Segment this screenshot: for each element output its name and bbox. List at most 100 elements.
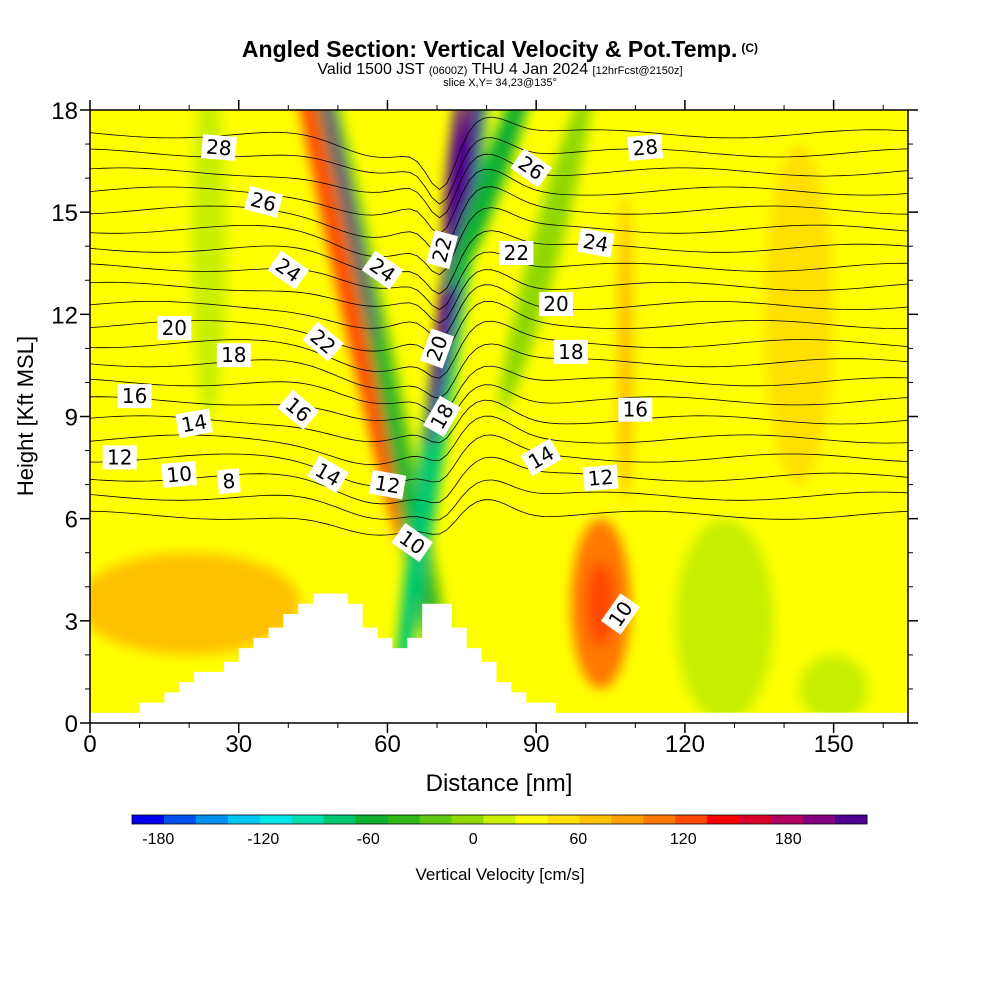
- colorbar-swatch: [132, 815, 165, 824]
- contour-label: 20: [157, 316, 192, 340]
- theta-contour: [90, 399, 908, 444]
- theta-contour: [90, 168, 908, 235]
- contour-label-box: [277, 389, 319, 430]
- contour-label-text: 20: [162, 316, 187, 340]
- colorbar-tick-label: 120: [670, 831, 697, 848]
- slice-info: slice X,Y= 34,23@135°: [443, 77, 557, 89]
- valid-time-line: Valid 1500 JST (0600Z) THU 4 Jan 2024 [1…: [0, 61, 1000, 79]
- contour-label: 12: [102, 445, 137, 470]
- contour-label-box: [368, 469, 407, 500]
- theta-contours: [90, 116, 908, 536]
- contour-label-box: [216, 343, 251, 368]
- terrain-profile: [90, 593, 908, 723]
- contour-label-box: [157, 316, 192, 340]
- contour-label-text: 10: [165, 461, 192, 487]
- contour-label-box: [361, 250, 404, 290]
- contour-label: 22: [499, 241, 534, 265]
- colorbar-swatch: [611, 815, 644, 824]
- contour-label-text: 18: [221, 343, 246, 367]
- x-axis-label: Distance [nm]: [426, 770, 573, 797]
- colorbar-swatch: [387, 815, 421, 824]
- contour-label: 20: [539, 292, 573, 317]
- theta-contour: [90, 415, 908, 466]
- contour-label-box: [267, 250, 310, 290]
- contour-label-box: [175, 408, 213, 439]
- velocity-cell: [764, 144, 834, 485]
- colorbar-swatch: [515, 815, 548, 824]
- theta-contour: [90, 320, 908, 379]
- valid-date-text: THU 4 Jan 2024: [471, 61, 589, 78]
- x-axis: 0 30 60 90 120 150: [83, 100, 884, 758]
- colorbar-tick-label: -180: [142, 831, 174, 848]
- theta-contour: [90, 479, 908, 521]
- theta-contour: [90, 230, 908, 295]
- colorbar-swatch: [643, 815, 676, 824]
- copyright-mark: (C): [741, 41, 759, 55]
- colorbar-swatch: [259, 815, 293, 824]
- forecast-text: [12hrFcst@2150z]: [592, 65, 683, 77]
- contour-label-text: 8: [221, 469, 236, 494]
- velocity-cell: [617, 195, 633, 502]
- contour-label: 22: [426, 230, 458, 270]
- colorbar-swatch: [547, 815, 580, 824]
- velocity-cell: [499, 110, 593, 411]
- velocity-cell: [449, 110, 534, 291]
- x-tick-label: 120: [665, 731, 705, 758]
- theta-contour: [90, 499, 908, 536]
- colorbar-tick-label: -120: [247, 831, 279, 848]
- colorbar-swatch: [227, 815, 261, 824]
- contour-label-text: 24: [581, 229, 610, 257]
- contour-label-box: [200, 134, 237, 161]
- colorbar-swatch: [771, 815, 804, 824]
- contour-label-text: 12: [373, 471, 402, 499]
- colorbar-frame: [131, 814, 868, 825]
- velocity-cell: [90, 552, 301, 655]
- contour-label: 16: [618, 397, 653, 422]
- x-tick-label: 30: [225, 731, 252, 758]
- contour-label-text: 14: [179, 409, 208, 437]
- colorbar-swatch: [483, 815, 516, 824]
- y-axis-label: Height [Kft MSL]: [13, 336, 38, 496]
- contour-label: 8: [216, 468, 241, 495]
- contour-label-text: 28: [631, 134, 658, 160]
- main-title-text: Angled Section: Vertical Velocity & Pot.…: [241, 36, 738, 62]
- theta-contour: [90, 300, 908, 358]
- theta-contour: [90, 186, 908, 254]
- contour-label-box: [307, 455, 349, 494]
- contour-label-text: 18: [558, 340, 583, 364]
- contour-label-box: [539, 292, 573, 317]
- contour-label-box: [553, 339, 588, 364]
- y-tick-label: 9: [65, 405, 78, 432]
- colorbar-swatch: [163, 815, 197, 824]
- contour-label-text: 16: [623, 398, 648, 422]
- colorbar-label: Vertical Velocity [cm/s]: [415, 865, 584, 884]
- contour-label-box: [423, 395, 461, 438]
- contour-label: 18: [216, 343, 251, 368]
- contour-label-box: [618, 397, 653, 422]
- contour-label: 28: [627, 134, 664, 161]
- contour-label-text: 28: [205, 134, 232, 160]
- x-tick-label: 60: [374, 731, 401, 758]
- contour-label-box: [520, 438, 562, 477]
- contour-label-text: 20: [543, 292, 568, 316]
- colorbar-tick-label: 0: [469, 831, 478, 848]
- contour-label-box: [243, 185, 284, 218]
- contour-label: 18: [553, 339, 588, 364]
- colorbar-swatch: [579, 815, 612, 824]
- y-tick-label: 15: [51, 200, 78, 227]
- contour-label: 12: [368, 469, 407, 500]
- colorbar-swatch: [291, 815, 325, 824]
- y-axis: 0 3 6 9 12 15 18: [51, 98, 918, 738]
- colorbar-swatch: [739, 815, 772, 824]
- x-tick-label: 90: [523, 731, 550, 758]
- velocity-cell: [798, 654, 869, 723]
- theta-contour: [90, 251, 908, 310]
- valid-time-text: Valid 1500 JST: [317, 61, 425, 78]
- theta-contour: [90, 153, 908, 219]
- contour-label: 12: [582, 464, 619, 492]
- contour-label-text: 16: [122, 384, 147, 408]
- y-tick-label: 3: [65, 609, 78, 636]
- colorbar: -180 -120 -60 0 60 120 180: [131, 814, 868, 848]
